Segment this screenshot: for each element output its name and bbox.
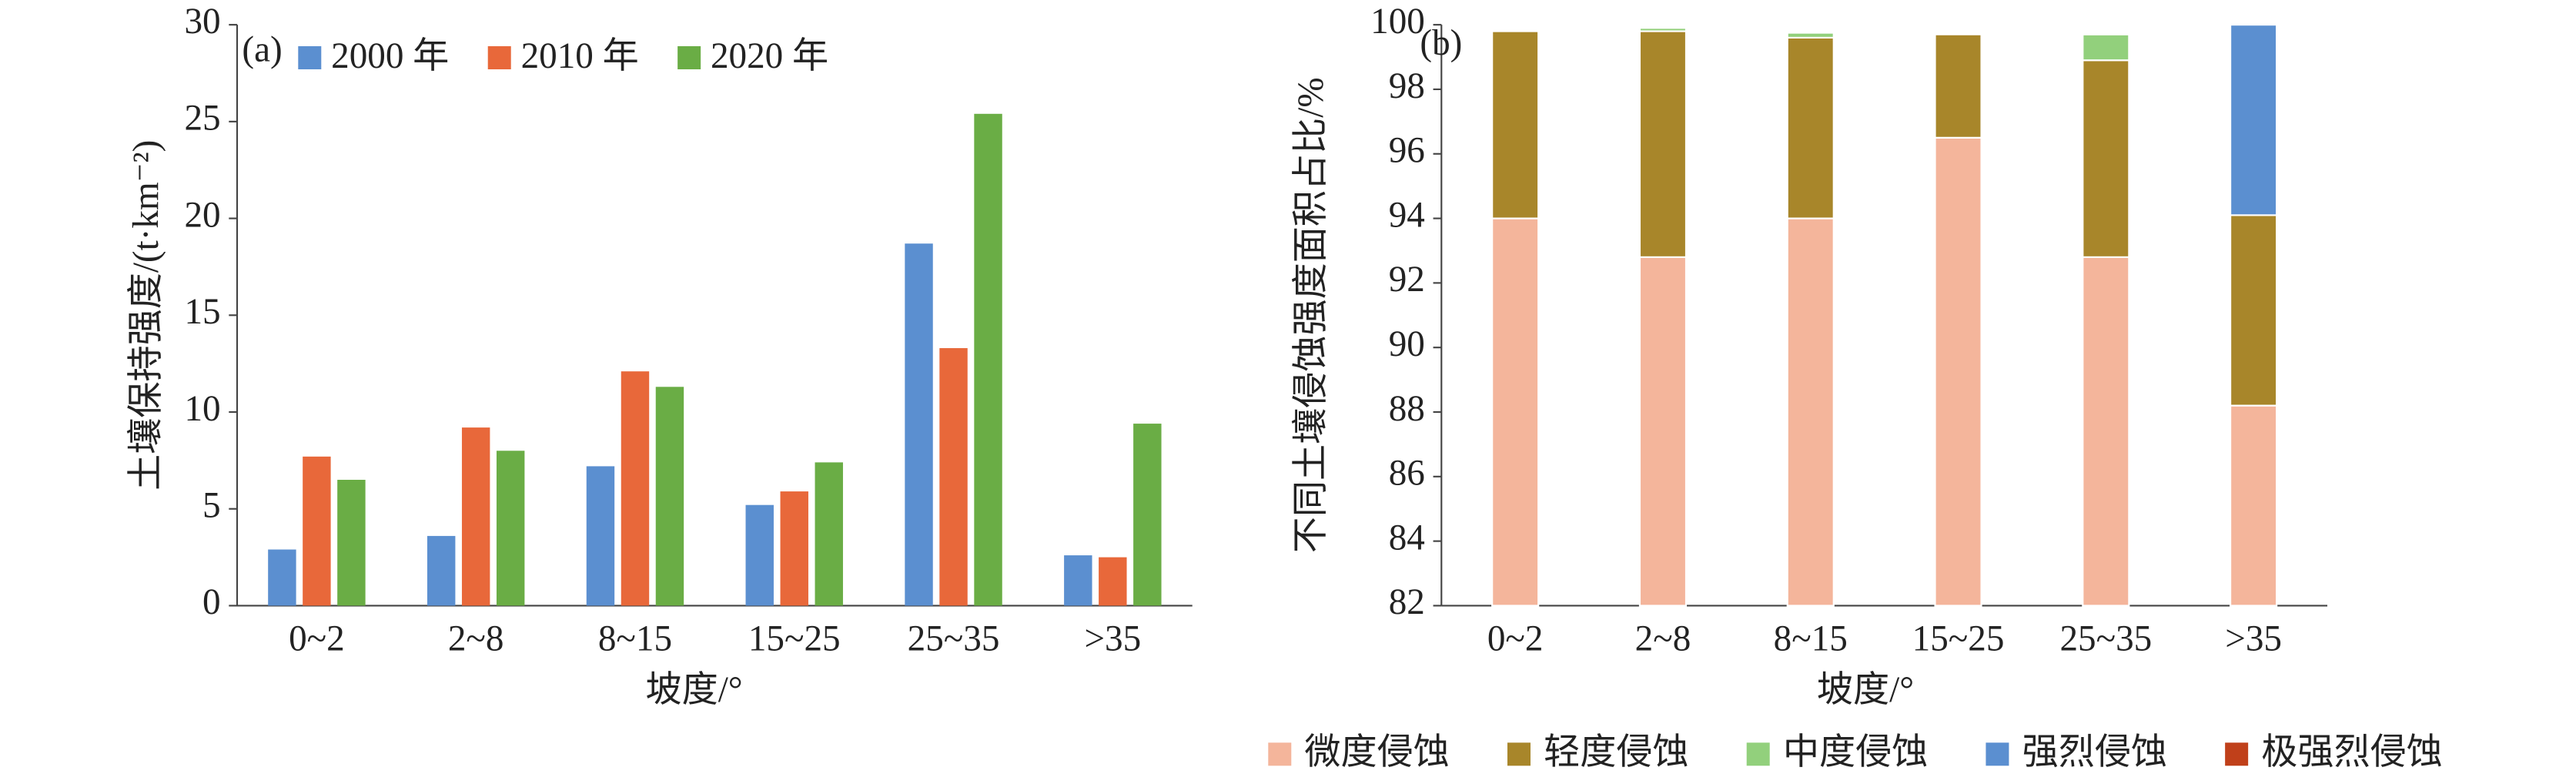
bar bbox=[780, 491, 808, 606]
y-tick-label: 5 bbox=[202, 486, 221, 526]
legend-label: 2000 年 bbox=[331, 36, 449, 76]
legend-label: 极强烈侵蚀 bbox=[2261, 732, 2443, 772]
y-tick-label: 90 bbox=[1389, 324, 1425, 364]
bar bbox=[1133, 424, 1162, 606]
bar-segment bbox=[1786, 32, 1835, 39]
bar-segment bbox=[2082, 256, 2130, 607]
y-tick-label: 100 bbox=[1370, 2, 1425, 42]
bar-segment bbox=[2082, 33, 2130, 62]
y-tick-label: 98 bbox=[1389, 66, 1425, 106]
bar-segment bbox=[1786, 36, 1835, 219]
legend-label: 强烈侵蚀 bbox=[2022, 732, 2168, 772]
legend-swatch bbox=[677, 46, 701, 69]
x-axis-label: 坡度/° bbox=[1817, 670, 1914, 710]
bar-segment bbox=[1934, 33, 1982, 139]
y-tick-label: 94 bbox=[1389, 195, 1425, 235]
bar bbox=[621, 371, 650, 606]
bar-segment bbox=[2230, 404, 2278, 607]
x-tick-label: >35 bbox=[2225, 618, 2282, 658]
x-tick-label: >35 bbox=[1084, 618, 1141, 658]
bar bbox=[496, 451, 525, 606]
bar bbox=[655, 387, 684, 606]
bar bbox=[337, 480, 366, 606]
x-tick-label: 15~25 bbox=[1912, 618, 2005, 658]
legend-swatch bbox=[487, 46, 511, 69]
legend-swatch bbox=[1986, 742, 2009, 766]
legend-swatch bbox=[1507, 742, 1531, 766]
bar bbox=[974, 113, 1002, 606]
x-tick-label: 2~8 bbox=[1635, 618, 1691, 658]
y-tick-label: 84 bbox=[1389, 518, 1425, 558]
x-tick-label: 0~2 bbox=[289, 618, 345, 658]
bar bbox=[745, 504, 774, 606]
bar-segment bbox=[2082, 30, 2130, 34]
legend-swatch bbox=[2225, 742, 2249, 766]
x-tick-label: 0~2 bbox=[1487, 618, 1544, 658]
y-tick-label: 92 bbox=[1389, 260, 1425, 300]
y-tick-label: 15 bbox=[184, 292, 220, 332]
y-tick-label: 20 bbox=[184, 195, 220, 235]
bar bbox=[1064, 555, 1092, 606]
bar-segment bbox=[1638, 30, 1688, 258]
y-tick-label: 30 bbox=[184, 2, 220, 42]
bar bbox=[815, 462, 843, 606]
bar-segment bbox=[2082, 59, 2130, 258]
bar bbox=[939, 348, 968, 606]
bar-segment bbox=[2230, 24, 2278, 216]
bar-segment bbox=[2230, 214, 2278, 407]
bar bbox=[303, 456, 331, 606]
bar bbox=[586, 466, 615, 606]
bar bbox=[461, 427, 490, 606]
legend-label: 2010 年 bbox=[521, 36, 639, 76]
y-tick-label: 10 bbox=[184, 389, 220, 429]
bar bbox=[905, 243, 933, 606]
y-axis-label: 不同土壤侵蚀强度面积占比/% bbox=[1291, 77, 1331, 553]
y-axis-label: 土壤保持强度/(t·km⁻²) bbox=[126, 140, 166, 491]
x-tick-label: 8~15 bbox=[1774, 618, 1848, 658]
panel-label: (a) bbox=[242, 29, 282, 69]
bar-segment bbox=[1638, 256, 1688, 607]
bar bbox=[427, 535, 456, 606]
y-tick-label: 96 bbox=[1389, 131, 1425, 171]
y-tick-label: 88 bbox=[1389, 389, 1425, 429]
bar bbox=[268, 549, 296, 606]
x-tick-label: 15~25 bbox=[748, 618, 841, 658]
legend-label: 轻度侵蚀 bbox=[1544, 732, 1689, 772]
legend-swatch bbox=[1746, 742, 1770, 766]
panel-label: (b) bbox=[1420, 23, 1462, 63]
x-tick-label: 8~15 bbox=[598, 618, 672, 658]
y-tick-label: 25 bbox=[184, 99, 220, 139]
bar-segment bbox=[1934, 136, 1982, 607]
x-axis-label: 坡度/° bbox=[645, 670, 742, 710]
y-tick-label: 82 bbox=[1389, 582, 1425, 622]
legend-label: 2020 年 bbox=[711, 36, 828, 76]
y-tick-label: 86 bbox=[1389, 454, 1425, 494]
legend-swatch bbox=[1268, 742, 1292, 766]
x-tick-label: 2~8 bbox=[448, 618, 504, 658]
x-tick-label: 25~35 bbox=[908, 618, 1000, 658]
bar bbox=[1099, 557, 1127, 606]
legend-label: 中度侵蚀 bbox=[1783, 732, 1929, 772]
y-tick-label: 0 bbox=[202, 582, 221, 622]
x-tick-label: 25~35 bbox=[2059, 618, 2152, 658]
bar-segment bbox=[1491, 217, 1540, 607]
legend-swatch bbox=[298, 46, 322, 69]
bar-segment bbox=[1786, 217, 1835, 607]
bar-segment bbox=[1491, 30, 1540, 219]
bar-segment bbox=[1638, 27, 1688, 32]
legend-label: 微度侵蚀 bbox=[1304, 732, 1450, 772]
bar-segment bbox=[1491, 28, 1540, 32]
